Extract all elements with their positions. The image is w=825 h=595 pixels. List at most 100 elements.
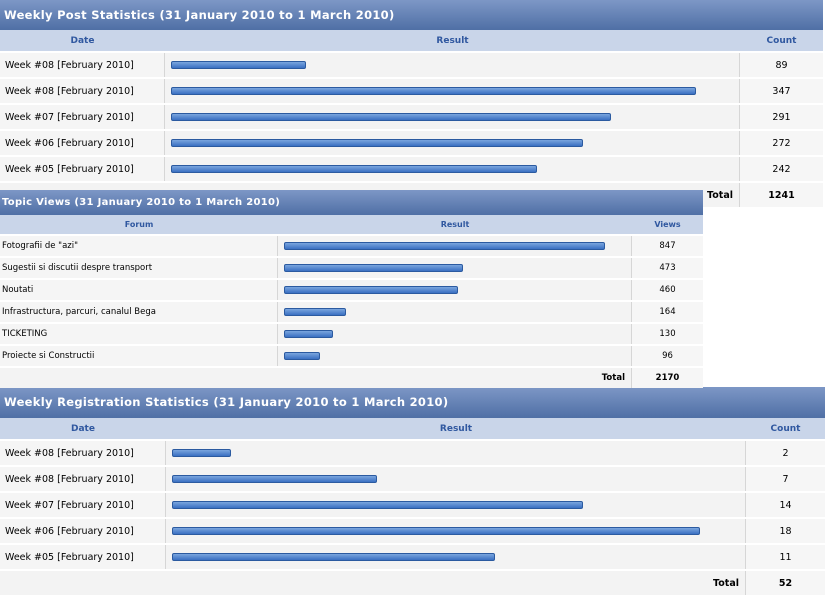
total-value: 2170 (632, 368, 703, 388)
result-cell (166, 545, 746, 569)
row-label: Week #07 [February 2010] (0, 493, 166, 517)
row-label: Week #06 [February 2010] (0, 131, 165, 155)
row-label: Week #05 [February 2010] (0, 545, 166, 569)
date-column-header[interactable]: Date (70, 35, 95, 46)
row-label: Week #08 [February 2010] (0, 441, 166, 465)
result-bar (171, 139, 583, 147)
topic-views-panel: Topic Views (31 January 2010 to 1 March … (0, 190, 703, 388)
row-label: Infrastructura, parcuri, canalul Bega (0, 302, 278, 322)
post-stats-title: Weekly Post Statistics (31 January 2010 … (0, 0, 823, 30)
row-label: Week #06 [February 2010] (0, 519, 166, 543)
post-stats-column-header: Date Result Count (0, 30, 823, 51)
table-row: Proiecte si Constructii 96 (0, 344, 703, 366)
result-bar (172, 527, 700, 535)
result-bar (171, 165, 537, 173)
result-cell (166, 441, 746, 465)
table-row: Week #08 [February 2010] 2 (0, 439, 825, 465)
row-label: Sugestii si discutii despre transport (0, 258, 278, 278)
table-row: Week #06 [February 2010] 272 (0, 129, 823, 155)
views-column-header[interactable]: Views (654, 220, 681, 229)
row-count: 96 (632, 346, 703, 366)
total-label: Total (166, 571, 746, 595)
table-row: TICKETING 130 (0, 322, 703, 344)
table-row: Week #08 [February 2010] 347 (0, 77, 823, 103)
date-column-header[interactable]: Date (71, 423, 95, 434)
registration-stats-title: Weekly Registration Statistics (31 Janua… (0, 387, 825, 418)
result-cell (278, 236, 632, 256)
topic-views-title: Topic Views (31 January 2010 to 1 March … (0, 190, 703, 215)
row-count: 130 (632, 324, 703, 344)
result-cell (278, 324, 632, 344)
count-column-header[interactable]: Count (766, 35, 797, 46)
result-cell (166, 519, 746, 543)
topic-views-total-row: Total 2170 (0, 366, 703, 388)
row-label: TICKETING (0, 324, 278, 344)
table-row: Week #05 [February 2010] 11 (0, 543, 825, 569)
result-bar (284, 308, 346, 316)
row-count: 14 (746, 493, 825, 517)
table-row: Week #08 [February 2010] 89 (0, 51, 823, 77)
result-cell (165, 157, 740, 181)
row-count: 2 (746, 441, 825, 465)
result-cell (278, 280, 632, 300)
result-bar (172, 449, 231, 457)
row-label: Week #08 [February 2010] (0, 53, 165, 77)
row-label: Noutati (0, 280, 278, 300)
total-label: Total (278, 368, 632, 388)
result-cell (165, 53, 740, 77)
result-bar (284, 264, 463, 272)
table-row: Sugestii si discutii despre transport 473 (0, 256, 703, 278)
result-column-header[interactable]: Result (436, 35, 469, 46)
row-count: 89 (740, 53, 823, 77)
row-count: 460 (632, 280, 703, 300)
result-cell (278, 302, 632, 322)
table-row: Week #07 [February 2010] 14 (0, 491, 825, 517)
result-cell (165, 79, 740, 103)
row-count: 18 (746, 519, 825, 543)
result-bar (172, 475, 377, 483)
row-count: 291 (740, 105, 823, 129)
result-column-header[interactable]: Result (439, 423, 473, 434)
result-cell (278, 346, 632, 366)
row-label: Week #08 [February 2010] (0, 467, 166, 491)
registration-stats-column-header: Date Result Count (0, 418, 825, 439)
result-bar (172, 553, 495, 561)
total-value: 1241 (740, 183, 823, 207)
table-row: Noutati 460 (0, 278, 703, 300)
result-column-header[interactable]: Result (440, 220, 470, 229)
table-row: Fotografii de "azi" 847 (0, 234, 703, 256)
forum-column-header[interactable]: Forum (124, 220, 154, 229)
result-bar (171, 61, 306, 69)
result-bar (284, 242, 605, 250)
row-label: Proiecte si Constructii (0, 346, 278, 366)
result-bar (171, 113, 611, 121)
table-row: Week #08 [February 2010] 7 (0, 465, 825, 491)
registration-stats-rows: Week #08 [February 2010] 2 Week #08 [Febru… (0, 439, 825, 569)
topic-views-column-header: Forum Result Views (0, 215, 703, 234)
row-count: 7 (746, 467, 825, 491)
result-bar (284, 286, 458, 294)
row-label: Week #08 [February 2010] (0, 79, 165, 103)
table-row: Week #07 [February 2010] 291 (0, 103, 823, 129)
result-bar (171, 87, 696, 95)
row-count: 272 (740, 131, 823, 155)
result-bar (172, 501, 583, 509)
total-value: 52 (746, 571, 825, 595)
result-cell (278, 258, 632, 278)
post-stats-panel: Weekly Post Statistics (31 January 2010 … (0, 0, 823, 207)
row-count: 847 (632, 236, 703, 256)
result-cell (166, 467, 746, 491)
result-cell (166, 493, 746, 517)
table-row: Week #06 [February 2010] 18 (0, 517, 825, 543)
registration-stats-panel: Weekly Registration Statistics (31 Janua… (0, 387, 825, 595)
table-row: Infrastructura, parcuri, canalul Bega 164 (0, 300, 703, 322)
row-count: 242 (740, 157, 823, 181)
row-count: 164 (632, 302, 703, 322)
result-cell (165, 105, 740, 129)
count-column-header[interactable]: Count (770, 423, 801, 434)
result-cell (165, 131, 740, 155)
row-count: 347 (740, 79, 823, 103)
post-stats-rows: Week #08 [February 2010] 89 Week #08 [Febr… (0, 51, 823, 181)
row-label: Week #05 [February 2010] (0, 157, 165, 181)
row-label: Week #07 [February 2010] (0, 105, 165, 129)
